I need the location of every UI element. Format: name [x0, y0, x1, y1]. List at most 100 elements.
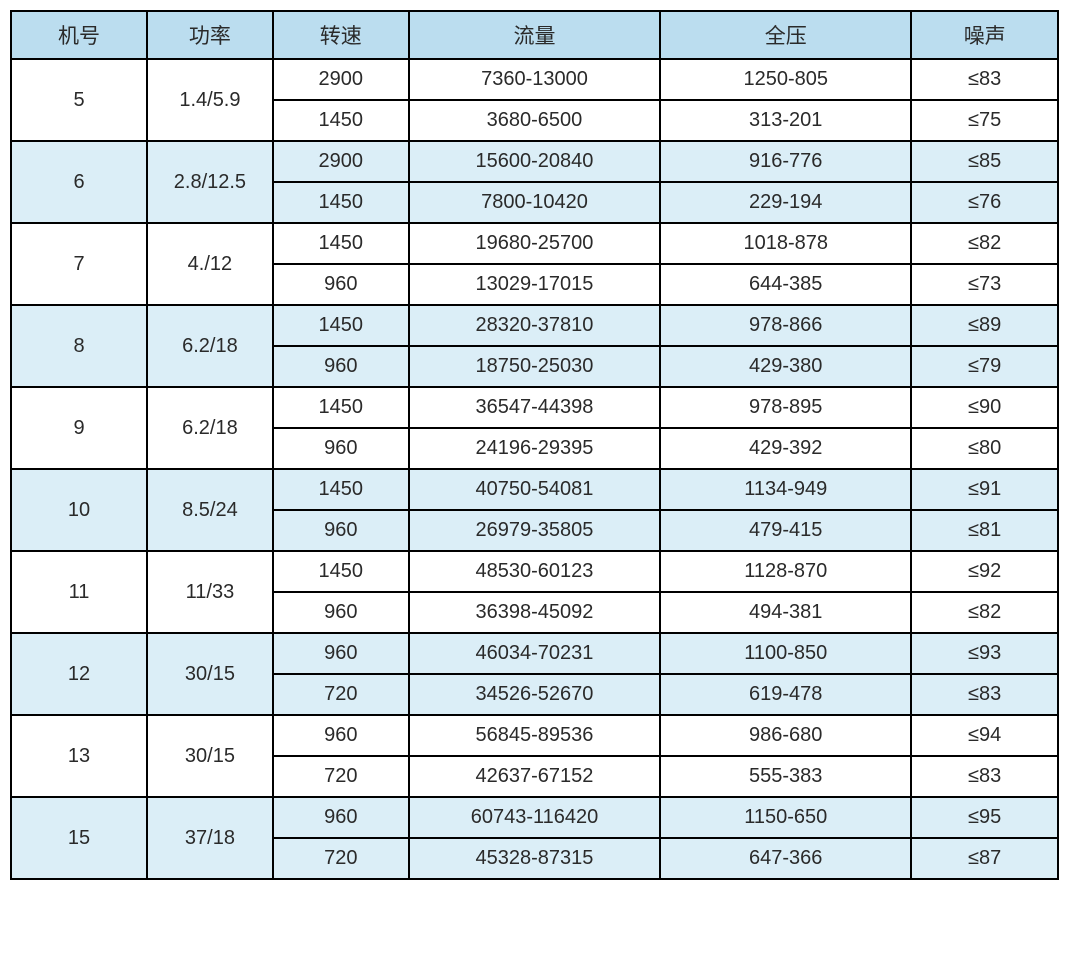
cell-flow: 3680-6500 — [409, 100, 660, 141]
cell-speed: 960 — [273, 346, 409, 387]
table-row: 86.2/18145028320-37810978-866≤89 — [11, 305, 1058, 346]
cell-pressure: 986-680 — [660, 715, 911, 756]
cell-machine: 5 — [11, 59, 147, 141]
table-body: 51.4/5.929007360-130001250-805≤831450368… — [11, 59, 1058, 879]
column-header-4: 全压 — [660, 11, 911, 59]
cell-noise: ≤89 — [911, 305, 1058, 346]
cell-flow: 48530-60123 — [409, 551, 660, 592]
cell-pressure: 644-385 — [660, 264, 911, 305]
cell-pressure: 1018-878 — [660, 223, 911, 264]
cell-power: 1.4/5.9 — [147, 59, 273, 141]
cell-pressure: 229-194 — [660, 182, 911, 223]
cell-flow: 36547-44398 — [409, 387, 660, 428]
cell-machine: 11 — [11, 551, 147, 633]
cell-flow: 45328-87315 — [409, 838, 660, 879]
cell-power: 6.2/18 — [147, 387, 273, 469]
cell-noise: ≤94 — [911, 715, 1058, 756]
cell-flow: 42637-67152 — [409, 756, 660, 797]
cell-noise: ≤85 — [911, 141, 1058, 182]
cell-flow: 36398-45092 — [409, 592, 660, 633]
cell-noise: ≤82 — [911, 592, 1058, 633]
cell-pressure: 1134-949 — [660, 469, 911, 510]
table-header: 机号功率转速流量全压噪声 — [11, 11, 1058, 59]
cell-pressure: 978-895 — [660, 387, 911, 428]
cell-speed: 1450 — [273, 223, 409, 264]
cell-noise: ≤90 — [911, 387, 1058, 428]
cell-pressure: 479-415 — [660, 510, 911, 551]
cell-noise: ≤80 — [911, 428, 1058, 469]
cell-flow: 19680-25700 — [409, 223, 660, 264]
cell-noise: ≤76 — [911, 182, 1058, 223]
cell-pressure: 1150-650 — [660, 797, 911, 838]
table-row: 1330/1596056845-89536986-680≤94 — [11, 715, 1058, 756]
cell-noise: ≤79 — [911, 346, 1058, 387]
cell-speed: 1450 — [273, 305, 409, 346]
cell-power: 11/33 — [147, 551, 273, 633]
cell-flow: 28320-37810 — [409, 305, 660, 346]
table-row: 1230/1596046034-702311100-850≤93 — [11, 633, 1058, 674]
cell-pressure: 494-381 — [660, 592, 911, 633]
cell-speed: 960 — [273, 797, 409, 838]
cell-noise: ≤93 — [911, 633, 1058, 674]
cell-pressure: 916-776 — [660, 141, 911, 182]
cell-noise: ≤75 — [911, 100, 1058, 141]
cell-noise: ≤73 — [911, 264, 1058, 305]
column-header-0: 机号 — [11, 11, 147, 59]
cell-flow: 34526-52670 — [409, 674, 660, 715]
cell-machine: 7 — [11, 223, 147, 305]
cell-speed: 960 — [273, 428, 409, 469]
cell-power: 30/15 — [147, 633, 273, 715]
cell-noise: ≤83 — [911, 756, 1058, 797]
cell-power: 6.2/18 — [147, 305, 273, 387]
cell-flow: 24196-29395 — [409, 428, 660, 469]
cell-speed: 1450 — [273, 182, 409, 223]
cell-speed: 960 — [273, 592, 409, 633]
cell-pressure: 313-201 — [660, 100, 911, 141]
cell-noise: ≤95 — [911, 797, 1058, 838]
cell-flow: 60743-116420 — [409, 797, 660, 838]
cell-pressure: 429-392 — [660, 428, 911, 469]
table-row: 1111/33145048530-601231128-870≤92 — [11, 551, 1058, 592]
cell-speed: 960 — [273, 715, 409, 756]
column-header-5: 噪声 — [911, 11, 1058, 59]
table-row: 1537/1896060743-1164201150-650≤95 — [11, 797, 1058, 838]
cell-pressure: 1100-850 — [660, 633, 911, 674]
cell-machine: 15 — [11, 797, 147, 879]
table-row: 108.5/24145040750-540811134-949≤91 — [11, 469, 1058, 510]
cell-pressure: 978-866 — [660, 305, 911, 346]
cell-speed: 1450 — [273, 100, 409, 141]
column-header-2: 转速 — [273, 11, 409, 59]
cell-speed: 720 — [273, 838, 409, 879]
cell-noise: ≤83 — [911, 59, 1058, 100]
cell-power: 30/15 — [147, 715, 273, 797]
cell-pressure: 647-366 — [660, 838, 911, 879]
cell-flow: 15600-20840 — [409, 141, 660, 182]
table-row: 96.2/18145036547-44398978-895≤90 — [11, 387, 1058, 428]
cell-flow: 7800-10420 — [409, 182, 660, 223]
cell-speed: 2900 — [273, 141, 409, 182]
cell-speed: 2900 — [273, 59, 409, 100]
column-header-1: 功率 — [147, 11, 273, 59]
cell-speed: 1450 — [273, 387, 409, 428]
cell-pressure: 1250-805 — [660, 59, 911, 100]
cell-machine: 9 — [11, 387, 147, 469]
cell-speed: 1450 — [273, 551, 409, 592]
cell-machine: 6 — [11, 141, 147, 223]
cell-power: 4./12 — [147, 223, 273, 305]
cell-pressure: 1128-870 — [660, 551, 911, 592]
cell-flow: 26979-35805 — [409, 510, 660, 551]
cell-speed: 960 — [273, 510, 409, 551]
cell-pressure: 619-478 — [660, 674, 911, 715]
cell-flow: 40750-54081 — [409, 469, 660, 510]
table-row: 62.8/12.5290015600-20840916-776≤85 — [11, 141, 1058, 182]
cell-speed: 960 — [273, 264, 409, 305]
cell-noise: ≤87 — [911, 838, 1058, 879]
cell-flow: 18750-25030 — [409, 346, 660, 387]
column-header-3: 流量 — [409, 11, 660, 59]
cell-noise: ≤91 — [911, 469, 1058, 510]
cell-flow: 13029-17015 — [409, 264, 660, 305]
cell-flow: 56845-89536 — [409, 715, 660, 756]
cell-pressure: 429-380 — [660, 346, 911, 387]
cell-noise: ≤81 — [911, 510, 1058, 551]
cell-flow: 46034-70231 — [409, 633, 660, 674]
